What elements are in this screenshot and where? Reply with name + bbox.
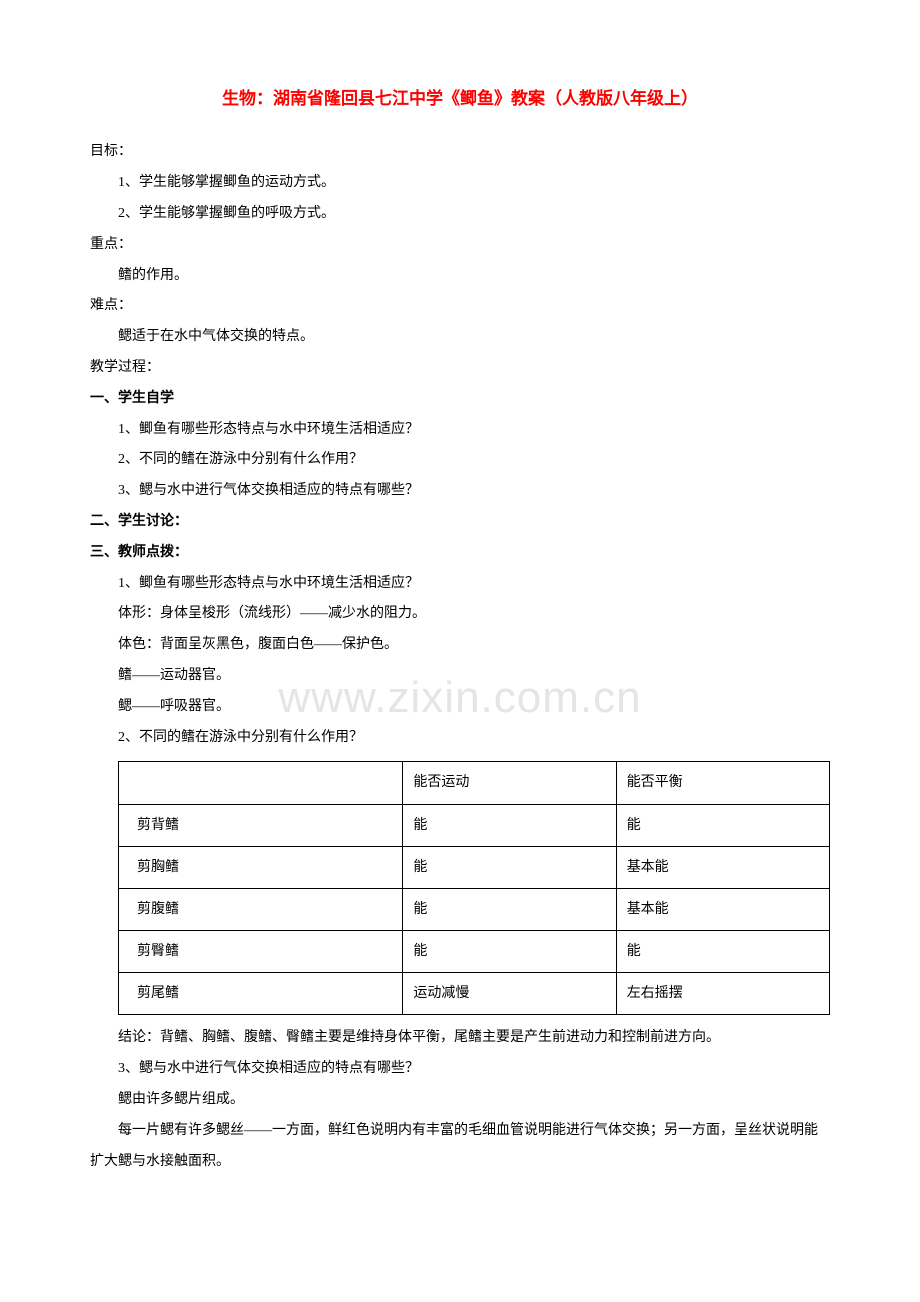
q3-answer: 鳃由许多鳃片组成。: [90, 1085, 830, 1116]
fin-table-wrapper: 能否运动 能否平衡 剪背鳍 能 能 剪胸鳍 能 基本能 剪腹鳍 能 基本能 剪臀…: [118, 761, 830, 1015]
table-cell: 剪胸鳍: [119, 846, 403, 888]
part1-label: 一、学生自学: [90, 384, 830, 415]
table-cell: 能: [616, 804, 829, 846]
part1-item: 1、鲫鱼有哪些形态特点与水中环境生活相适应？: [90, 415, 830, 446]
document-title: 生物：湖南省隆回县七江中学《鲫鱼》教案（人教版八年级上）: [90, 80, 830, 117]
q1-answer: 体色：背面呈灰黑色，腹面白色——保护色。: [90, 630, 830, 661]
q1-question: 1、鲫鱼有哪些形态特点与水中环境生活相适应？: [90, 569, 830, 600]
part1-item: 2、不同的鳍在游泳中分别有什么作用？: [90, 445, 830, 476]
table-cell: 剪背鳍: [119, 804, 403, 846]
emphasis-label: 重点：: [90, 230, 830, 261]
q2-conclusion: 结论：背鳍、胸鳍、腹鳍、臀鳍主要是维持身体平衡，尾鳍主要是产生前进动力和控制前进…: [90, 1023, 830, 1054]
table-cell: 能: [403, 931, 616, 973]
table-cell: 剪腹鳍: [119, 888, 403, 930]
table-header-cell: [119, 762, 403, 804]
table-header-cell: 能否运动: [403, 762, 616, 804]
q1-answer: 鳃——呼吸器官。: [90, 692, 830, 723]
table-cell: 左右摇摆: [616, 973, 829, 1015]
q3-question: 3、鳃与水中进行气体交换相适应的特点有哪些？: [90, 1054, 830, 1085]
document-body: www.zixin.com.cn 生物：湖南省隆回县七江中学《鲫鱼》教案（人教版…: [90, 80, 830, 1177]
emphasis-content: 鳍的作用。: [90, 261, 830, 292]
table-cell: 能: [403, 846, 616, 888]
difficulty-content: 鳃适于在水中气体交换的特点。: [90, 322, 830, 353]
table-header-row: 能否运动 能否平衡: [119, 762, 830, 804]
part3-label: 三、教师点拨：: [90, 538, 830, 569]
table-cell: 运动减慢: [403, 973, 616, 1015]
table-row: 剪尾鳍 运动减慢 左右摇摆: [119, 973, 830, 1015]
goals-label: 目标：: [90, 137, 830, 168]
fin-table: 能否运动 能否平衡 剪背鳍 能 能 剪胸鳍 能 基本能 剪腹鳍 能 基本能 剪臀…: [118, 761, 830, 1015]
part2-label: 二、学生讨论：: [90, 507, 830, 538]
q2-question: 2、不同的鳍在游泳中分别有什么作用？: [90, 723, 830, 754]
table-row: 剪背鳍 能 能: [119, 804, 830, 846]
q1-answer: 体形：身体呈梭形（流线形）——减少水的阻力。: [90, 599, 830, 630]
table-cell: 能: [403, 888, 616, 930]
table-cell: 剪臀鳍: [119, 931, 403, 973]
table-header-cell: 能否平衡: [616, 762, 829, 804]
table-cell: 基本能: [616, 846, 829, 888]
table-cell: 基本能: [616, 888, 829, 930]
table-row: 剪腹鳍 能 基本能: [119, 888, 830, 930]
goal-item: 2、学生能够掌握鲫鱼的呼吸方式。: [90, 199, 830, 230]
difficulty-label: 难点：: [90, 291, 830, 322]
table-cell: 能: [616, 931, 829, 973]
table-cell: 能: [403, 804, 616, 846]
table-row: 剪臀鳍 能 能: [119, 931, 830, 973]
q1-answer: 鳍——运动器官。: [90, 661, 830, 692]
goal-item: 1、学生能够掌握鲫鱼的运动方式。: [90, 168, 830, 199]
q3-answer: 每一片鳃有许多鳃丝——一方面，鲜红色说明内有丰富的毛细血管说明能进行气体交换；另…: [90, 1116, 830, 1178]
part1-item: 3、鳃与水中进行气体交换相适应的特点有哪些？: [90, 476, 830, 507]
table-cell: 剪尾鳍: [119, 973, 403, 1015]
process-label: 教学过程：: [90, 353, 830, 384]
table-row: 剪胸鳍 能 基本能: [119, 846, 830, 888]
